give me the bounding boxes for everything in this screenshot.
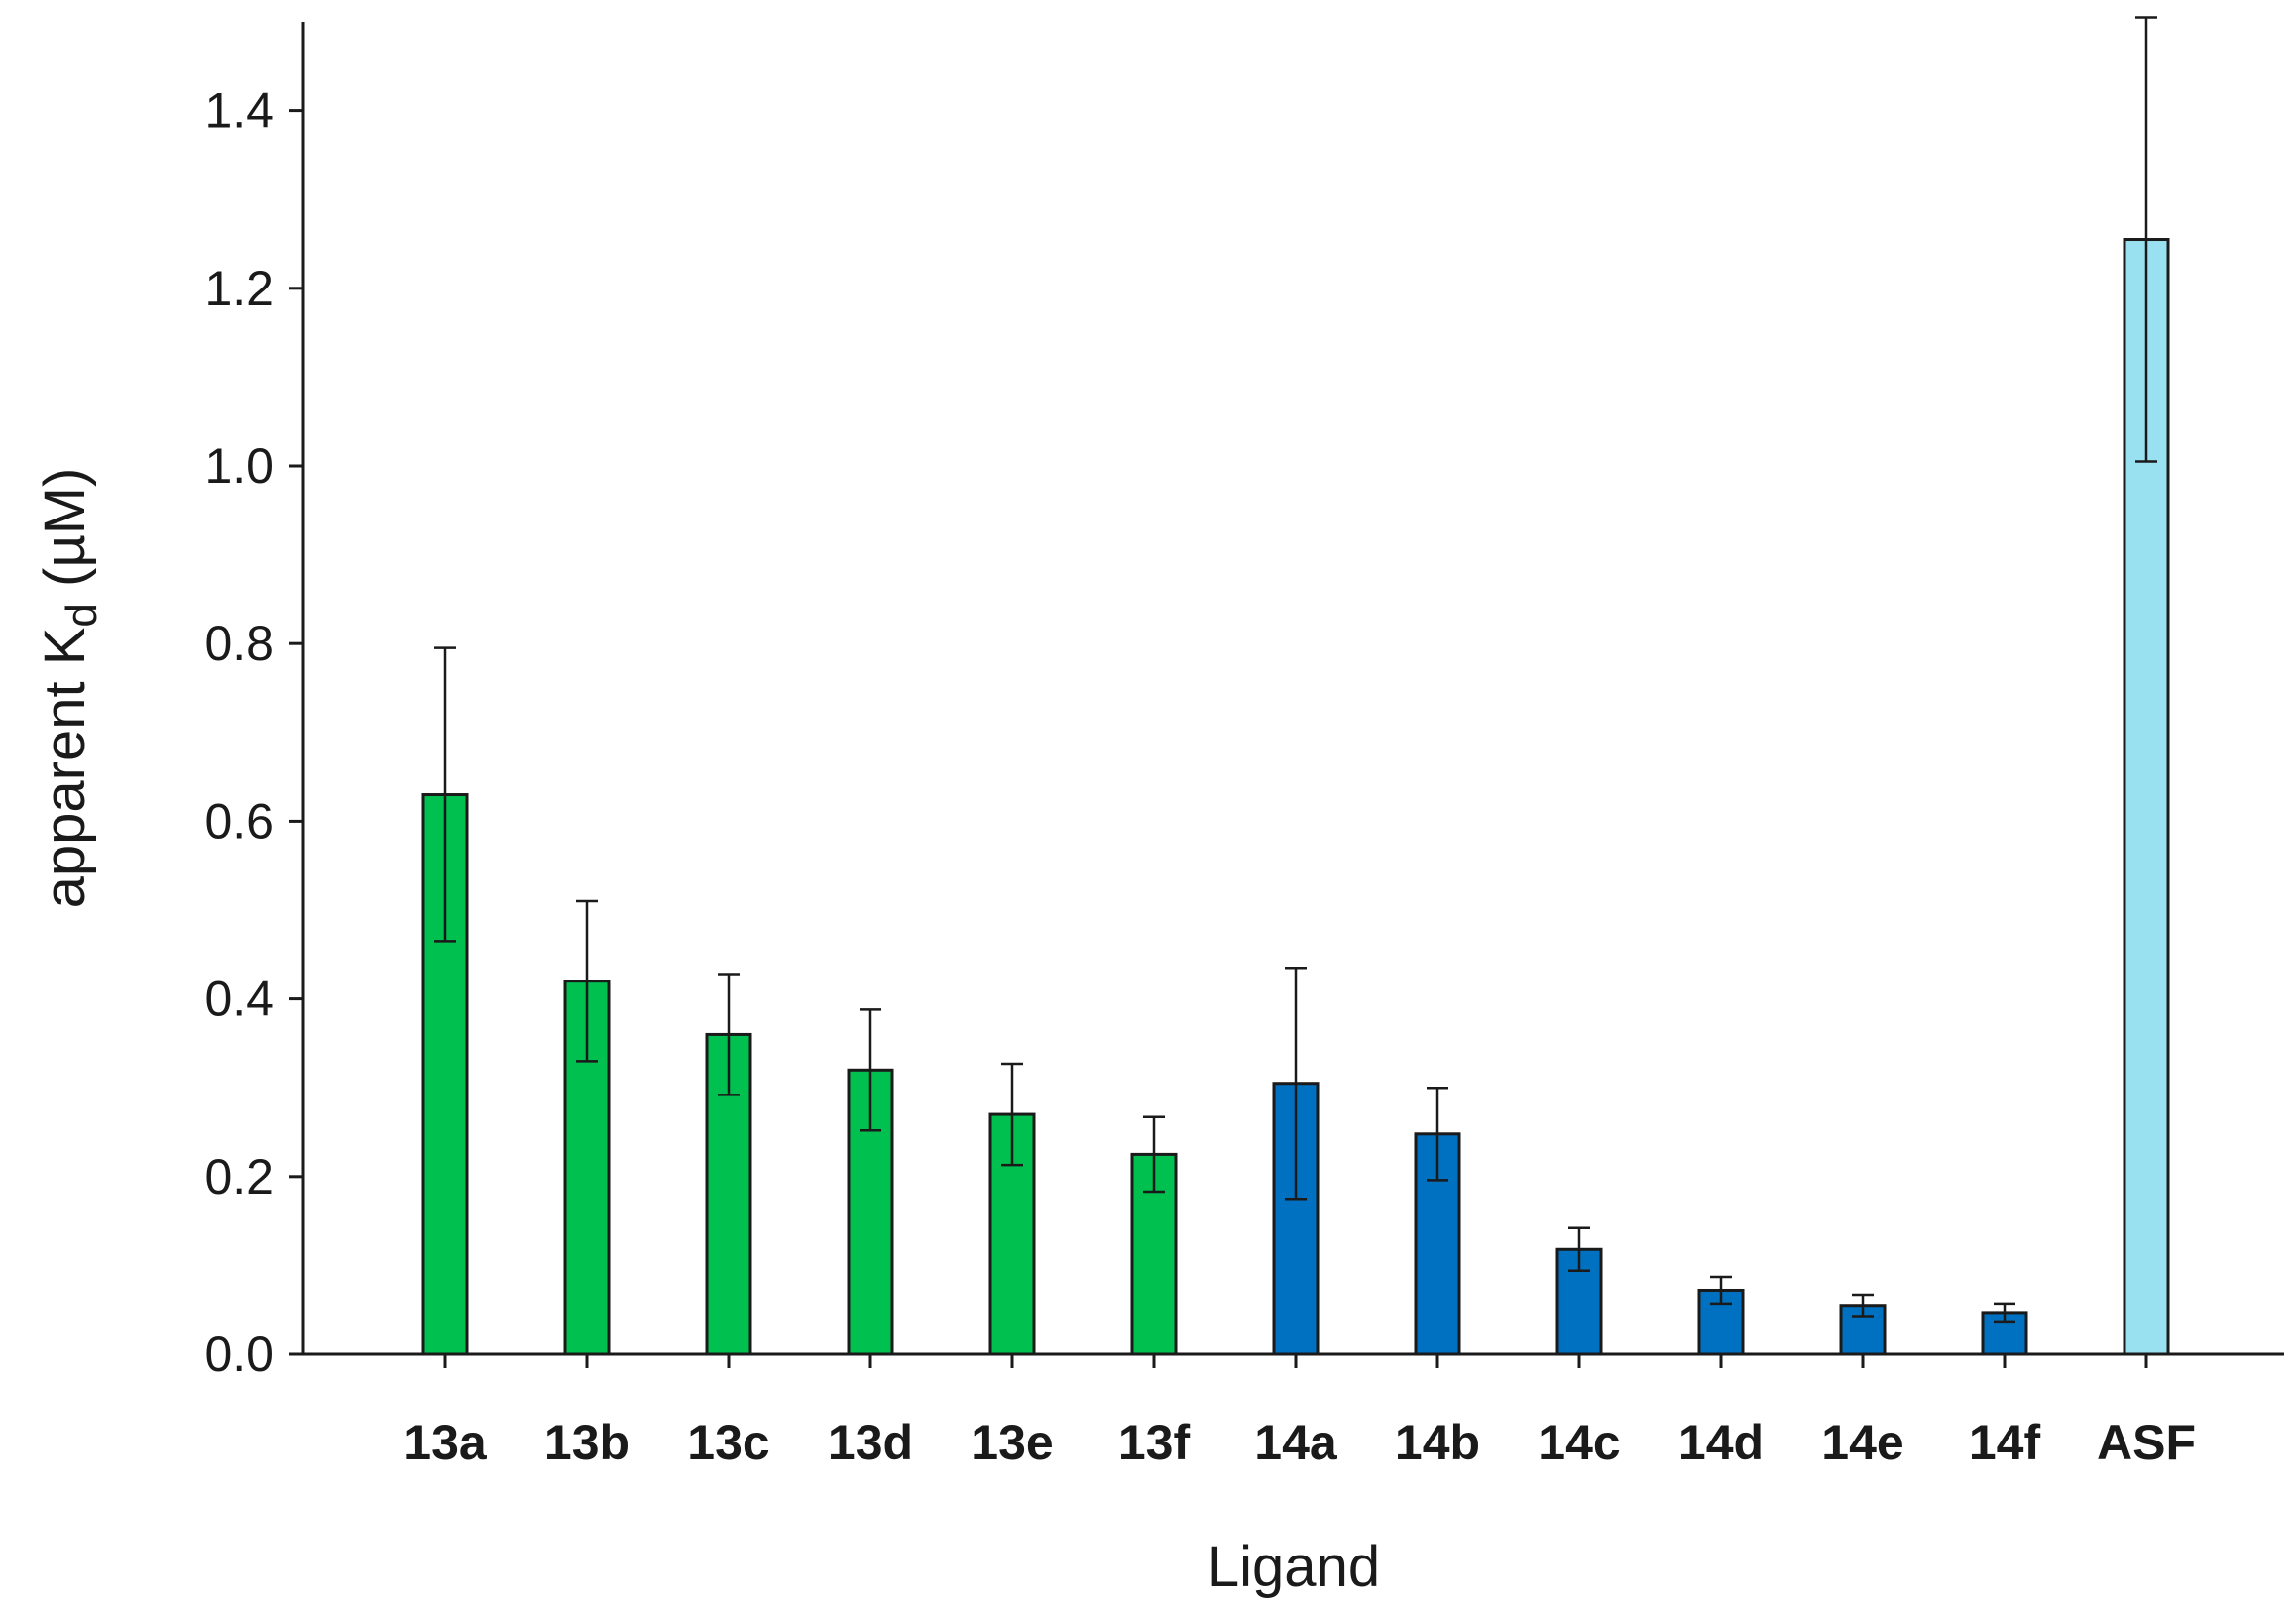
x-axis-title: Ligand — [1207, 1535, 1380, 1599]
x-tick-label-13c: 13c — [687, 1415, 769, 1470]
x-tick-label-14d: 14d — [1678, 1415, 1764, 1470]
y-tick-label: 1.4 — [204, 83, 274, 139]
x-tick-label-ASF: ASF — [2097, 1415, 2196, 1470]
x-tick-label-14b: 14b — [1395, 1415, 1480, 1470]
y-tick-label: 0.8 — [204, 616, 274, 671]
y-axis-title-subscript: d — [57, 603, 106, 627]
x-tick-label-14a: 14a — [1254, 1415, 1338, 1470]
y-tick-label: 1.0 — [204, 438, 274, 494]
x-tick-label-14f: 14f — [1969, 1415, 2041, 1470]
bar-14d — [1697, 1288, 1745, 1356]
y-axis-title-unit: (µM) — [33, 468, 97, 603]
x-axis — [303, 1352, 2284, 1368]
x-tick-label-13d: 13d — [828, 1415, 913, 1470]
x-tick-label-14c: 14c — [1538, 1415, 1620, 1470]
y-tick-label: 0.2 — [204, 1149, 274, 1205]
error-bars — [434, 16, 2157, 1324]
y-axis-title: apparent Kd (µM) — [33, 468, 106, 909]
x-tick-label-13b: 13b — [544, 1415, 630, 1470]
y-ticks: 0.0 0.2 0.4 0.6 0.8 1.0 1.2 1.4 — [204, 83, 303, 1382]
x-tick-label-13a: 13a — [403, 1415, 488, 1470]
y-tick-label: 0.6 — [204, 793, 274, 849]
x-tick-label-14e: 14e — [1821, 1415, 1903, 1470]
x-tick-label-13e: 13e — [971, 1415, 1053, 1470]
y-axis-title-main: apparent K — [33, 627, 97, 908]
y-tick-label: 0.4 — [204, 972, 274, 1027]
x-tick-label-13f: 13f — [1118, 1415, 1191, 1470]
y-tick-label: 0.0 — [204, 1326, 274, 1382]
y-tick-label: 1.2 — [204, 261, 274, 316]
x-tick-labels: 13a 13b 13c 13d 13e 13f 14a 14b 14c 14d 14e 14f ASF — [403, 1415, 2196, 1470]
